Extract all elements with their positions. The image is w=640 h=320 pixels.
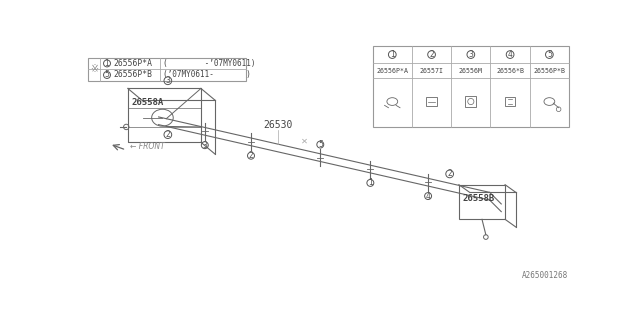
Bar xyxy=(88,58,246,81)
Text: 2: 2 xyxy=(248,151,253,160)
Text: 26556P*B: 26556P*B xyxy=(533,68,565,74)
Text: 1: 1 xyxy=(368,179,372,188)
Text: (        -’07MY0611): ( -’07MY0611) xyxy=(163,59,256,68)
Text: A265001268: A265001268 xyxy=(522,271,568,280)
Text: ← FRONT: ← FRONT xyxy=(130,142,165,151)
Text: 26556P*A: 26556P*A xyxy=(376,68,408,74)
Text: (’07MY0611-       ): (’07MY0611- ) xyxy=(163,70,251,79)
Text: 1: 1 xyxy=(104,59,109,68)
Text: 3: 3 xyxy=(165,76,170,85)
Text: 1: 1 xyxy=(390,50,395,59)
Text: ✕: ✕ xyxy=(301,137,308,146)
Text: 26558B: 26558B xyxy=(463,194,495,203)
Text: 2: 2 xyxy=(447,169,452,179)
Bar xyxy=(459,185,505,219)
Text: 26556P*B: 26556P*B xyxy=(113,70,152,79)
Text: 5: 5 xyxy=(104,70,109,79)
Text: 2: 2 xyxy=(166,130,170,139)
Text: 26558A: 26558A xyxy=(132,98,164,107)
Bar xyxy=(465,96,476,107)
Text: 4: 4 xyxy=(426,192,431,201)
Text: ※: ※ xyxy=(90,64,98,74)
Text: 3: 3 xyxy=(202,141,207,150)
Text: 26530: 26530 xyxy=(263,120,292,130)
Text: 26557I: 26557I xyxy=(420,68,444,74)
Text: 5: 5 xyxy=(318,140,323,149)
Bar xyxy=(426,97,437,106)
Text: 4: 4 xyxy=(508,50,513,59)
Text: 5: 5 xyxy=(547,50,552,59)
Text: 26556P*A: 26556P*A xyxy=(113,59,152,68)
Bar xyxy=(372,46,569,127)
Text: 2: 2 xyxy=(429,50,434,59)
Text: 26556*B: 26556*B xyxy=(496,68,524,74)
Text: 3: 3 xyxy=(468,50,473,59)
Text: 26556M: 26556M xyxy=(459,68,483,74)
Bar xyxy=(505,97,515,106)
